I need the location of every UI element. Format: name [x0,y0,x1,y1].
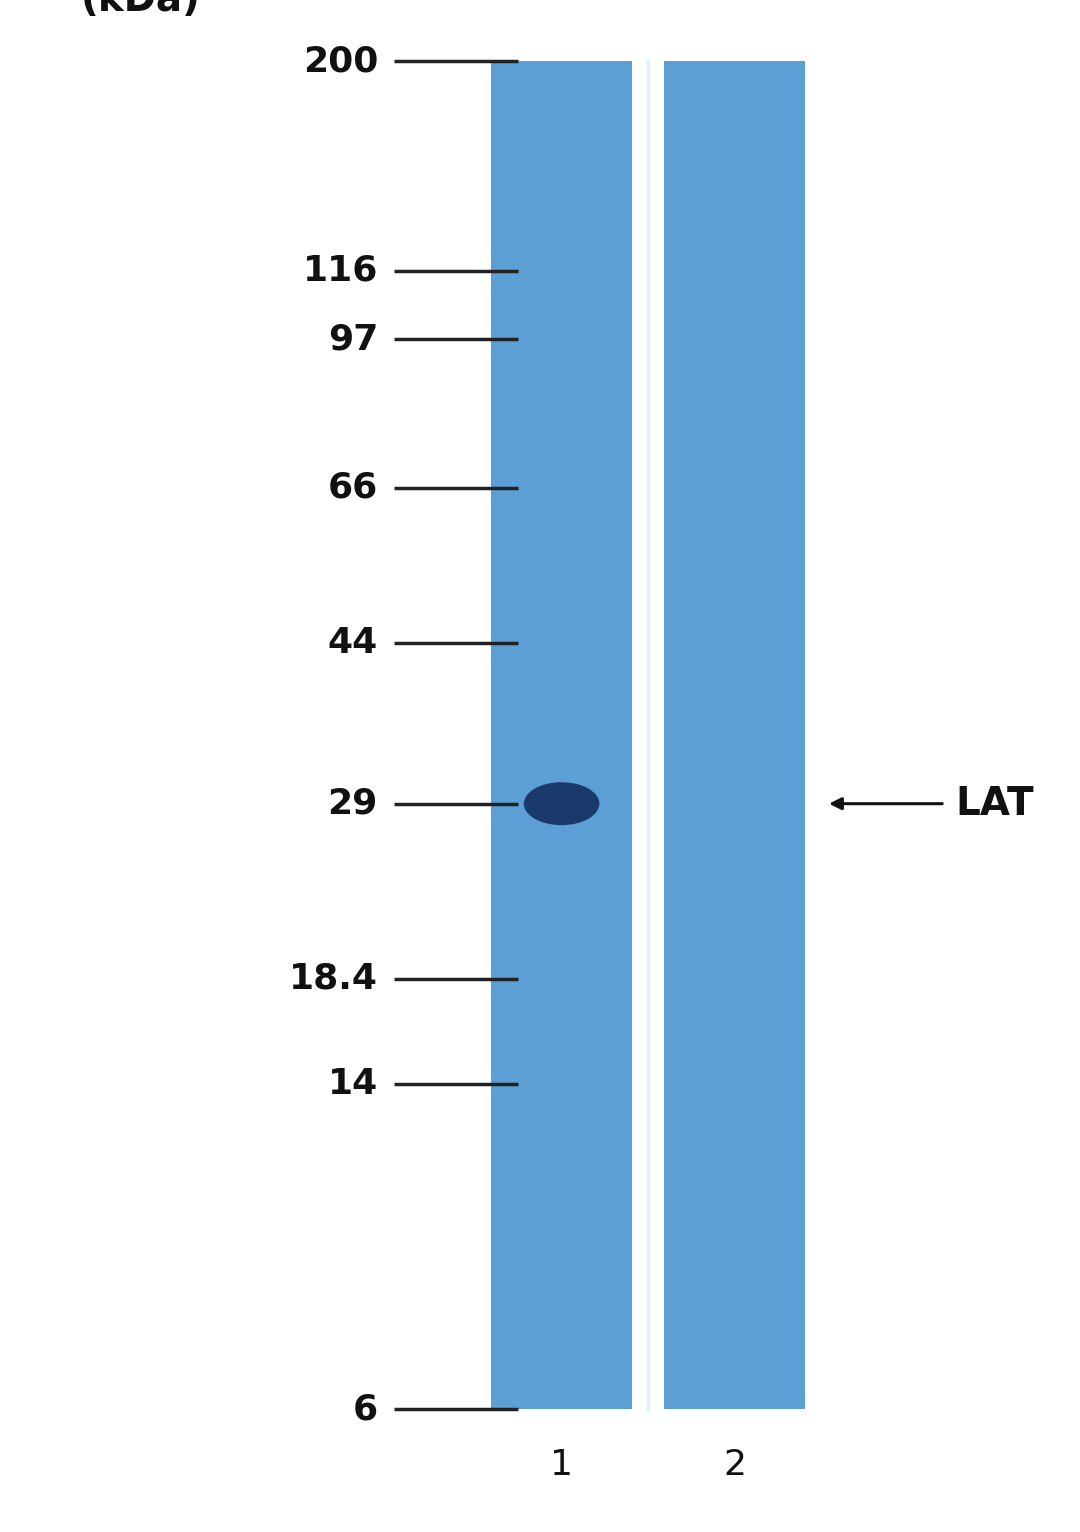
Text: 18.4: 18.4 [289,962,378,996]
Text: 14: 14 [327,1066,378,1100]
Bar [491,61,632,1409]
Text: (kDa): (kDa) [81,0,200,18]
Text: 1: 1 [550,1448,573,1481]
Text: 44: 44 [327,627,378,660]
Text: 97: 97 [327,322,378,357]
Text: 6: 6 [353,1393,378,1426]
Text: 29: 29 [327,787,378,821]
Text: 2: 2 [723,1448,746,1481]
Ellipse shape [524,783,599,826]
Text: 116: 116 [302,254,378,288]
Bar [664,61,805,1409]
Text: 200: 200 [302,44,378,78]
Text: LAT: LAT [956,784,1035,823]
Text: 66: 66 [327,470,378,504]
